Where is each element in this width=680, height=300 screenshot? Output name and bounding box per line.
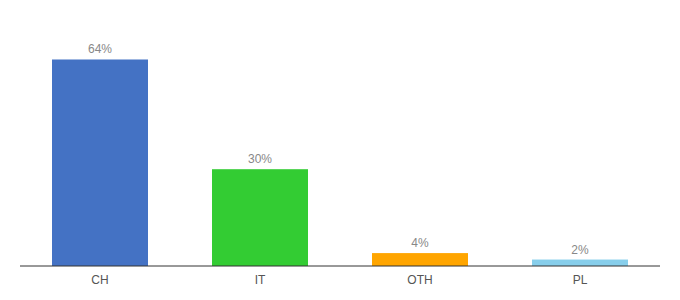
chart-svg: CH IT OTH PL 64% 30% 4% 2% [0,0,680,300]
x-tick-label: PL [573,273,588,287]
bar [532,260,628,266]
data-label: 30% [248,152,272,166]
data-label: 64% [88,42,112,56]
x-tick-label: CH [91,273,108,287]
chart-container: CH IT OTH PL 64% 30% 4% 2% [0,0,680,300]
bar [212,169,308,266]
data-label: 2% [571,243,589,257]
bars [52,59,628,266]
data-label: 4% [411,236,429,250]
x-axis-line [20,266,660,267]
bar [52,59,148,266]
bar [372,253,468,266]
x-tick-label: IT [255,273,266,287]
x-tick-label: OTH [407,273,432,287]
